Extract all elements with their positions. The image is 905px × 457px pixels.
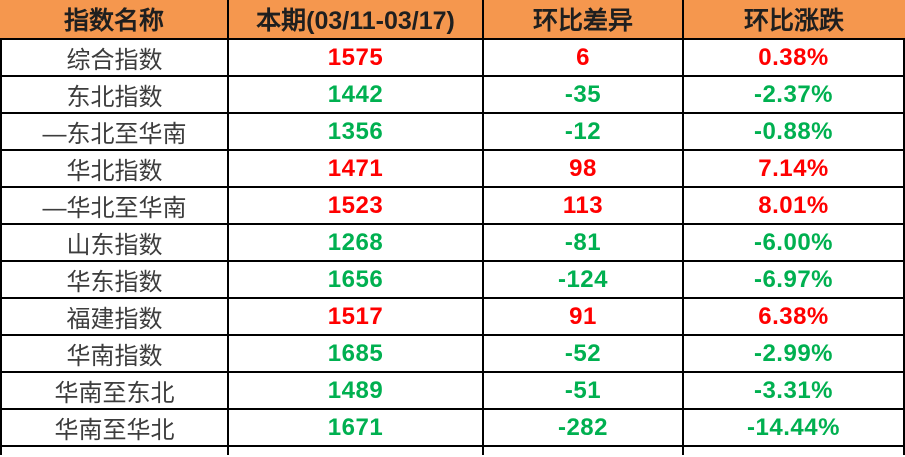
current-value-cell: 1471 [227,149,484,188]
index-name-cell: 华北指数 [0,149,229,188]
partial-cell [227,445,484,455]
current-value-cell: 1656 [227,260,484,299]
col-header-current-period: 本期(03/11-03/17) [227,0,484,40]
diff-cell: -51 [482,371,684,410]
index-name-cell: 华南至东北 [0,371,229,410]
current-value-cell: 1356 [227,112,484,151]
partial-cell [482,445,684,455]
index-name-cell: —华北至华南 [0,186,229,225]
pct-change-cell: -14.44% [682,408,905,447]
index-name-cell: 华南至华北 [0,408,229,447]
col-header-pct-change: 环比涨跌 [682,0,904,40]
table-row: 东北指数 1442 -35 -2.37% [0,75,905,114]
col-header-diff: 环比差异 [482,0,684,40]
table-row: 综合指数 1575 6 0.38% [0,38,905,77]
table-row: —东北至华南 1356 -12 -0.88% [0,112,905,151]
table-row: 华北指数 1471 98 7.14% [0,149,905,188]
table-row: 山东指数 1268 -81 -6.00% [0,223,905,262]
diff-cell: -12 [482,112,684,151]
diff-cell: -124 [482,260,684,299]
col-header-index-name: 指数名称 [1,0,229,40]
diff-cell: 113 [482,186,684,225]
diff-cell: -81 [482,223,684,262]
current-value-cell: 1517 [227,297,484,336]
pct-change-cell: 8.01% [682,186,905,225]
header-row: 指数名称 本期(03/11-03/17) 环比差异 环比涨跌 [1,0,904,40]
diff-cell: -282 [482,408,684,447]
pct-change-cell: -0.88% [682,112,905,151]
partial-cell [682,445,905,455]
current-value-cell: 1671 [227,408,484,447]
current-value-cell: 1489 [227,371,484,410]
index-name-cell: 华东指数 [0,260,229,299]
index-name-cell: 东北指数 [0,75,229,114]
diff-cell: 98 [482,149,684,188]
index-name-cell: 山东指数 [0,223,229,262]
pct-change-cell: -3.31% [682,371,905,410]
current-value-cell: 1575 [227,38,484,77]
index-name-cell: —东北至华南 [0,112,229,151]
pct-change-cell: -6.97% [682,260,905,299]
table-row: 华南指数 1685 -52 -2.99% [0,334,905,373]
pct-change-cell: -6.00% [682,223,905,262]
table-row: —华北至华南 1523 113 8.01% [0,186,905,225]
pct-change-cell: 7.14% [682,149,905,188]
index-name-cell: 福建指数 [0,297,229,336]
diff-cell: -35 [482,75,684,114]
table-row: 福建指数 1517 91 6.38% [0,297,905,336]
table-row: 华东指数 1656 -124 -6.97% [0,260,905,299]
partial-row [0,445,905,455]
pct-change-cell: 6.38% [682,297,905,336]
current-value-cell: 1685 [227,334,484,373]
diff-cell: 6 [482,38,684,77]
pct-change-cell: -2.37% [682,75,905,114]
current-value-cell: 1442 [227,75,484,114]
partial-cell [0,445,229,455]
pct-change-cell: -2.99% [682,334,905,373]
diff-cell: 91 [482,297,684,336]
current-value-cell: 1268 [227,223,484,262]
index-name-cell: 综合指数 [0,38,229,77]
diff-cell: -52 [482,334,684,373]
pct-change-cell: 0.38% [682,38,905,77]
table-row: 华南至东北 1489 -51 -3.31% [0,371,905,410]
current-value-cell: 1523 [227,186,484,225]
table-row: 华南至华北 1671 -282 -14.44% [0,408,905,447]
index-name-cell: 华南指数 [0,334,229,373]
